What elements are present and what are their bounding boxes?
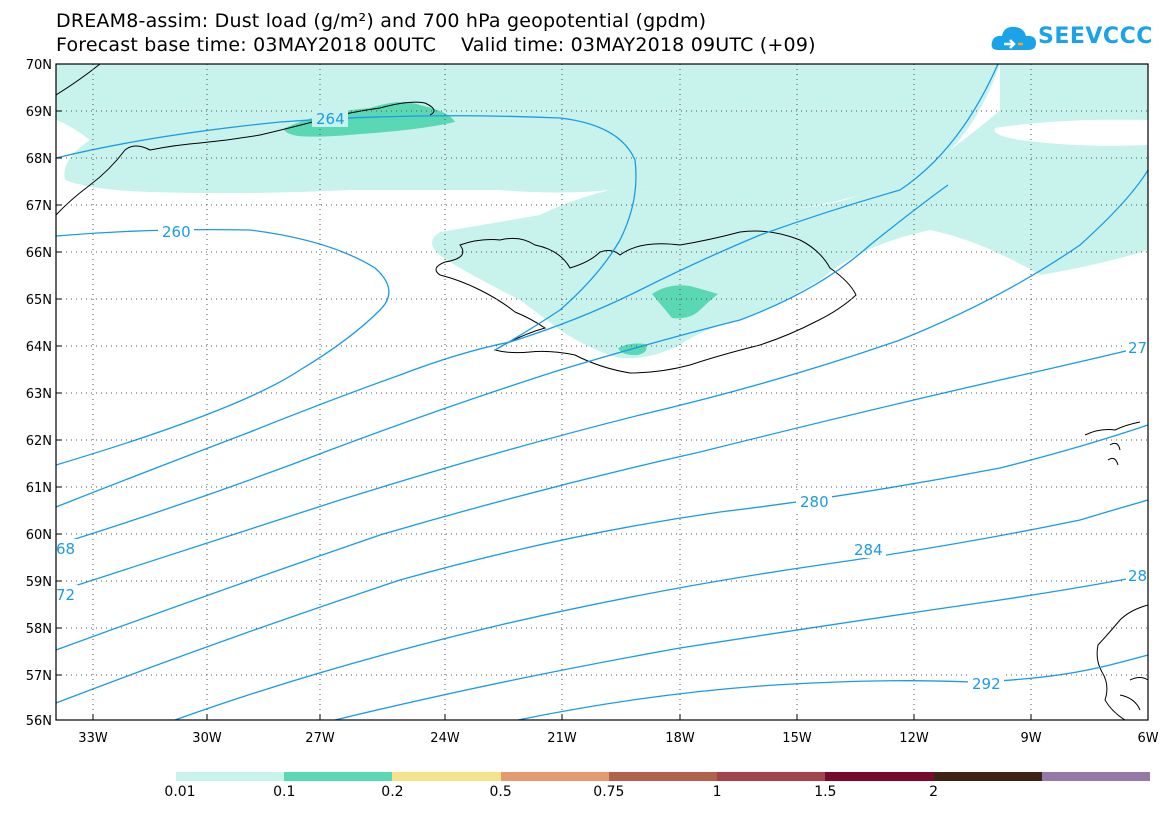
lat-label: 56N [26,714,52,729]
lat-label: 65N [26,293,52,308]
legend-label: 0.2 [381,784,404,800]
greenland-coast-north [56,64,101,96]
legend-swatch [500,772,609,781]
contour-label-260: 260 [162,223,191,241]
faroe-islands [1084,421,1141,466]
contour-label-288: 28 [1128,567,1147,585]
contour-label-292: 292 [972,675,1001,693]
legend-label: 1.5 [814,784,837,800]
legend-label: 1 [712,784,722,800]
lat-label: 58N [26,622,52,637]
legend-swatch [176,772,285,781]
legend-label: 0.5 [489,784,512,800]
grid [56,64,1148,720]
contour-284 [174,499,1148,720]
legend-label: 2 [929,784,939,800]
contour-label-280: 280 [800,493,829,511]
lon-label: 9W [1020,731,1041,746]
contour-260 [56,228,390,466]
lon-label: 12W [899,731,929,746]
greenland-coastline [56,101,435,216]
lon-label: 33W [78,731,108,746]
contour-280 [56,424,1148,704]
seevccc-logo: SEEVCCC [990,18,1153,58]
legend-label: 0.1 [273,784,296,800]
lat-labels: 70N 69N 68N 67N 66N 65N 64N 63N 62N 61N … [26,58,52,729]
legend-swatch [717,772,826,781]
lat-label: 70N [26,58,52,73]
logo-text: SEEVCCC [1038,24,1153,49]
dust-clear-patch [994,119,1148,146]
contour-288 [334,574,1148,720]
contour-label-268: 68 [56,540,75,558]
contour-276b [56,349,1131,651]
color-legend [176,772,1150,781]
map-frame [55,63,1149,721]
contour-272 [56,184,949,546]
chart-subtitle: Forecast base time: 03MAY2018 00UTC Vali… [56,34,816,56]
dust-region-light [56,64,1148,359]
scotland-coastline [1096,604,1148,720]
lon-labels: 33W 30W 27W 24W 21W 18W 15W 12W 9W 6W [78,731,1158,746]
legend-label: 0.01 [164,784,196,800]
contour-276 [56,169,1148,593]
lon-label: 21W [547,731,577,746]
lon-label: 24W [430,731,460,746]
lat-label: 63N [26,387,52,402]
legend-swatch [933,772,1042,781]
legend-label: 0.75 [593,784,625,800]
contour-label-272: 72 [56,586,75,604]
lat-label: 68N [26,152,52,167]
dust-region-medium-iceland [652,285,718,319]
contour-264 [56,115,637,351]
ticks [56,110,1032,720]
iceland-coastline [435,230,857,374]
legend-swatch [825,772,934,781]
lat-label: 66N [26,246,52,261]
contour-label-276: 27 [1128,339,1147,357]
dust-region-light-north [56,64,1000,211]
legend-swatch [284,772,393,781]
lon-label: 15W [782,731,812,746]
lat-label: 69N [26,105,52,120]
lat-label: 61N [26,481,52,496]
contour-292 [517,654,1148,720]
lon-label: 6W [1137,731,1158,746]
contour-label-264: 264 [316,110,345,128]
lat-label: 62N [26,434,52,449]
contour-labels: 264 260 68 72 280 284 292 27 28 [56,109,1148,693]
cloud-icon [991,26,1036,50]
geopotential-contours [56,64,1148,720]
contour-label-284: 284 [854,541,883,559]
lat-label: 59N [26,575,52,590]
lat-label: 67N [26,199,52,214]
legend-swatch [1041,772,1150,781]
chart-title: DREAM8-assim: Dust load (g/m²) and 700 h… [56,10,707,32]
lat-label: 60N [26,528,52,543]
legend-swatch [608,772,718,781]
legend-swatch [392,772,501,781]
dust-region-medium [284,102,455,137]
contour-268 [56,64,999,508]
lat-label: 64N [26,340,52,355]
lon-label: 30W [192,731,222,746]
lon-label: 27W [305,731,335,746]
lat-label: 57N [26,669,52,684]
lon-label: 18W [665,731,695,746]
